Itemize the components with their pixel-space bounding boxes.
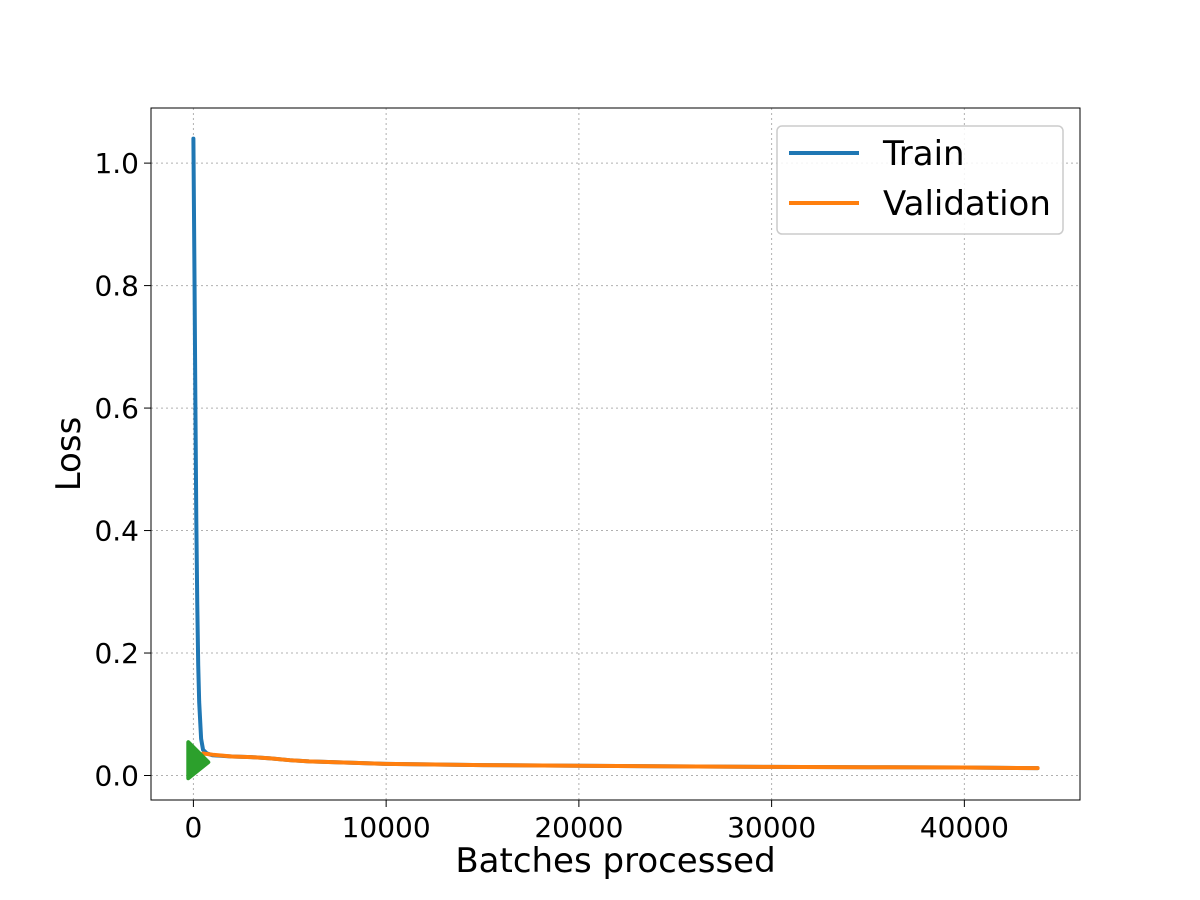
legend-label-validation: Validation (883, 184, 1051, 224)
y-tick-label: 0.8 (94, 270, 139, 303)
series-layer (191, 136, 1040, 771)
ticks: 0 10000 20000 30000 40000 0.0 0.2 0.4 0.6 0.8 1.0 (94, 147, 1008, 844)
legend: Train Validation (776, 125, 1064, 235)
y-tick-label: 0.2 (94, 637, 139, 670)
x-tick-label: 40000 (920, 811, 1009, 844)
legend-label-train: Train (882, 134, 965, 174)
x-axis-label: Batches processed (455, 841, 775, 881)
y-axis-label: Loss (49, 417, 89, 492)
y-tick-label: 1.0 (94, 147, 139, 180)
y-tick-label: 0.0 (94, 760, 139, 793)
x-tick-label: 10000 (342, 811, 431, 844)
marker-layer (186, 740, 211, 781)
x-tick-label: 20000 (534, 811, 623, 844)
series-line-validation (201, 751, 1040, 771)
plot-frame (150, 107, 1081, 801)
annotation-marker (186, 740, 211, 781)
x-tick-label: 0 (184, 811, 202, 844)
x-tick-label: 30000 (727, 811, 816, 844)
y-tick-label: 0.6 (94, 392, 139, 425)
y-tick-label: 0.4 (94, 515, 139, 548)
